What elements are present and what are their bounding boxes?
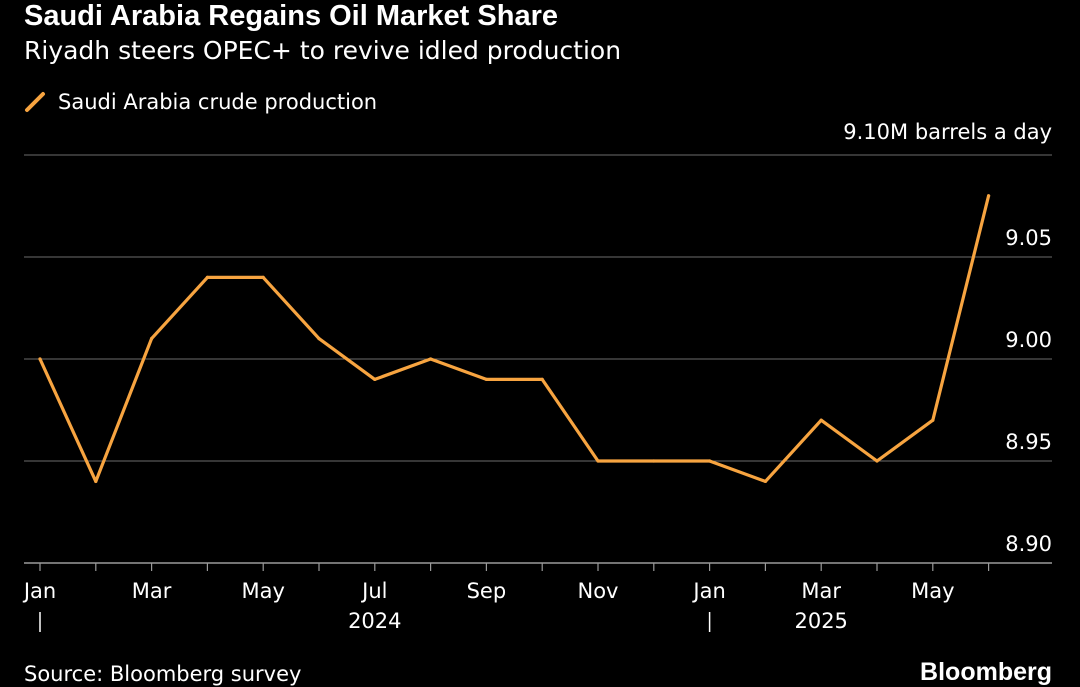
chart-subtitle: Riyadh steers OPEC+ to revive idled prod… (24, 36, 622, 65)
x-year-label: 2024 (348, 609, 401, 633)
y-axis: 9.05 9.00 8.95 8.90 (1005, 226, 1052, 556)
x-axis: Jan Mar May Jul Sep Nov Jan Mar May 2024 2025 (22, 563, 990, 633)
x-tick-label: Nov (578, 579, 619, 603)
data-point (987, 194, 991, 198)
legend-swatch-icon (25, 92, 45, 112)
y-tick-label: 9.05 (1005, 226, 1052, 250)
y-axis-top-label: 9.10M barrels a day (843, 120, 1052, 144)
source-note: Source: Bloomberg survey (24, 662, 302, 686)
data-point (763, 479, 768, 483)
x-tick-label: Jan (691, 579, 725, 603)
data-point (652, 459, 656, 463)
x-tick-label: Jan (22, 579, 56, 603)
data-point (931, 418, 935, 422)
data-point (429, 357, 433, 361)
y-tick-label: 9.00 (1005, 328, 1052, 352)
series-line (38, 194, 991, 483)
x-tick-label: Jul (360, 579, 387, 603)
x-year-label: 2025 (794, 609, 847, 633)
data-point (94, 479, 98, 483)
chart-title: Saudi Arabia Regains Oil Market Share (24, 0, 558, 32)
series-layer (38, 194, 991, 483)
data-point (150, 337, 154, 341)
data-point (261, 275, 265, 279)
x-tick-label: Mar (132, 579, 172, 603)
data-point (317, 337, 321, 341)
x-tick-label: Sep (467, 579, 507, 603)
brand-logo: Bloomberg (920, 658, 1052, 686)
x-tick-label: Mar (801, 579, 841, 603)
data-point (819, 418, 823, 422)
data-point (38, 357, 42, 361)
gridlines (24, 154, 1052, 564)
data-point (205, 275, 209, 279)
data-point (708, 459, 712, 463)
x-tick-label: May (911, 579, 954, 603)
x-tick-label: May (241, 579, 284, 603)
legend-label: Saudi Arabia crude production (58, 90, 378, 114)
data-point (596, 459, 600, 463)
data-point (484, 377, 488, 381)
data-point (540, 377, 544, 381)
y-tick-label: 8.90 (1005, 532, 1052, 556)
legend: Saudi Arabia crude production (24, 90, 377, 114)
data-point (875, 459, 879, 463)
y-tick-label: 8.95 (1005, 430, 1052, 454)
data-point (373, 377, 377, 381)
